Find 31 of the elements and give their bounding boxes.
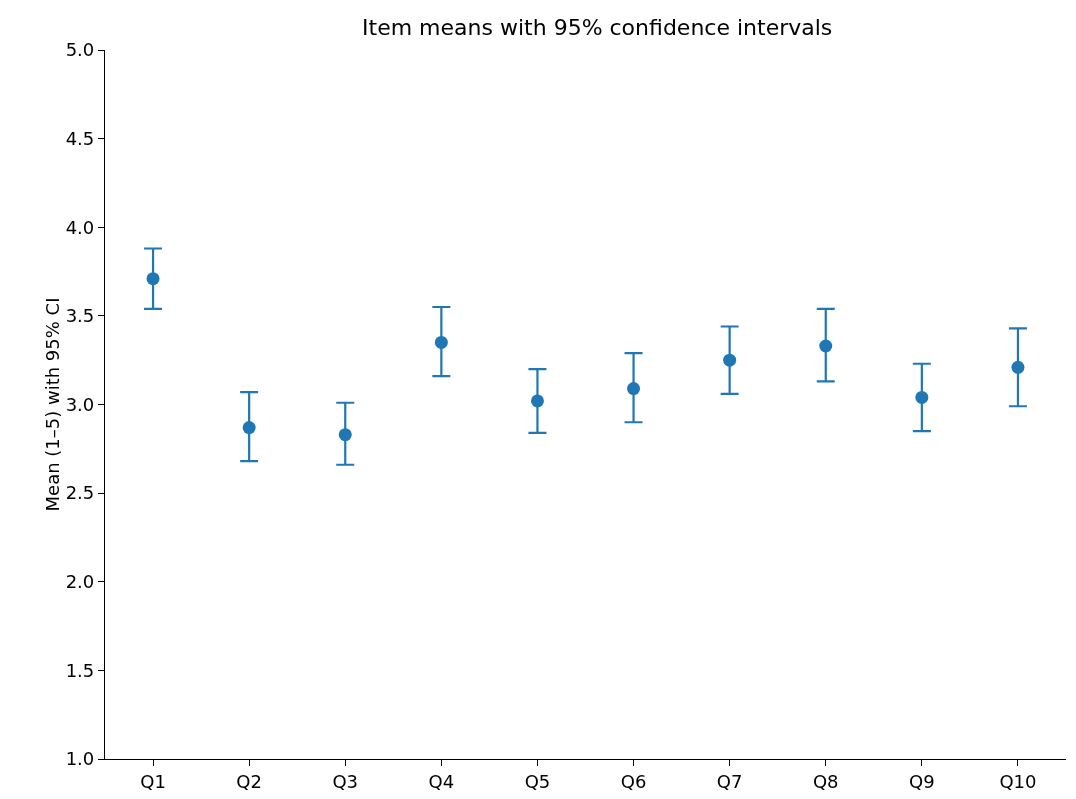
x-tick-label: Q8 [812,770,839,792]
y-tick-label: 2.5 [65,482,95,504]
y-tick-label: 1.5 [65,659,95,681]
point [338,428,352,442]
y-tick-label: 4.5 [65,127,95,149]
point [819,339,833,353]
x-tick-label: Q5 [524,770,551,792]
chart-title: Item means with 95% confidence intervals [362,15,833,41]
x-tick-label: Q10 [999,770,1037,792]
point [434,335,448,349]
y-tick-label: 5.0 [65,39,95,61]
point [915,390,929,404]
point [627,382,641,396]
x-tick-label: Q6 [620,770,647,792]
point [242,421,256,435]
y-tick-label: 4.0 [65,216,95,238]
y-tick-label: 1.0 [65,748,95,770]
x-tick-label: Q7 [716,770,743,792]
point [530,394,544,408]
y-axis-title: Mean (1–5) with 95% CI [41,297,63,512]
y-tick-label: 2.0 [65,571,95,593]
y-tick-label: 3.0 [65,393,95,415]
point [1011,360,1025,374]
x-tick-label: Q9 [909,770,935,792]
x-tick-label: Q1 [140,770,166,792]
point [146,272,160,286]
x-tick-label: Q3 [332,770,359,792]
y-tick-label: 3.5 [65,305,95,327]
x-tick-label: Q4 [428,770,455,792]
x-tick-label: Q2 [236,770,262,792]
point [723,353,737,367]
